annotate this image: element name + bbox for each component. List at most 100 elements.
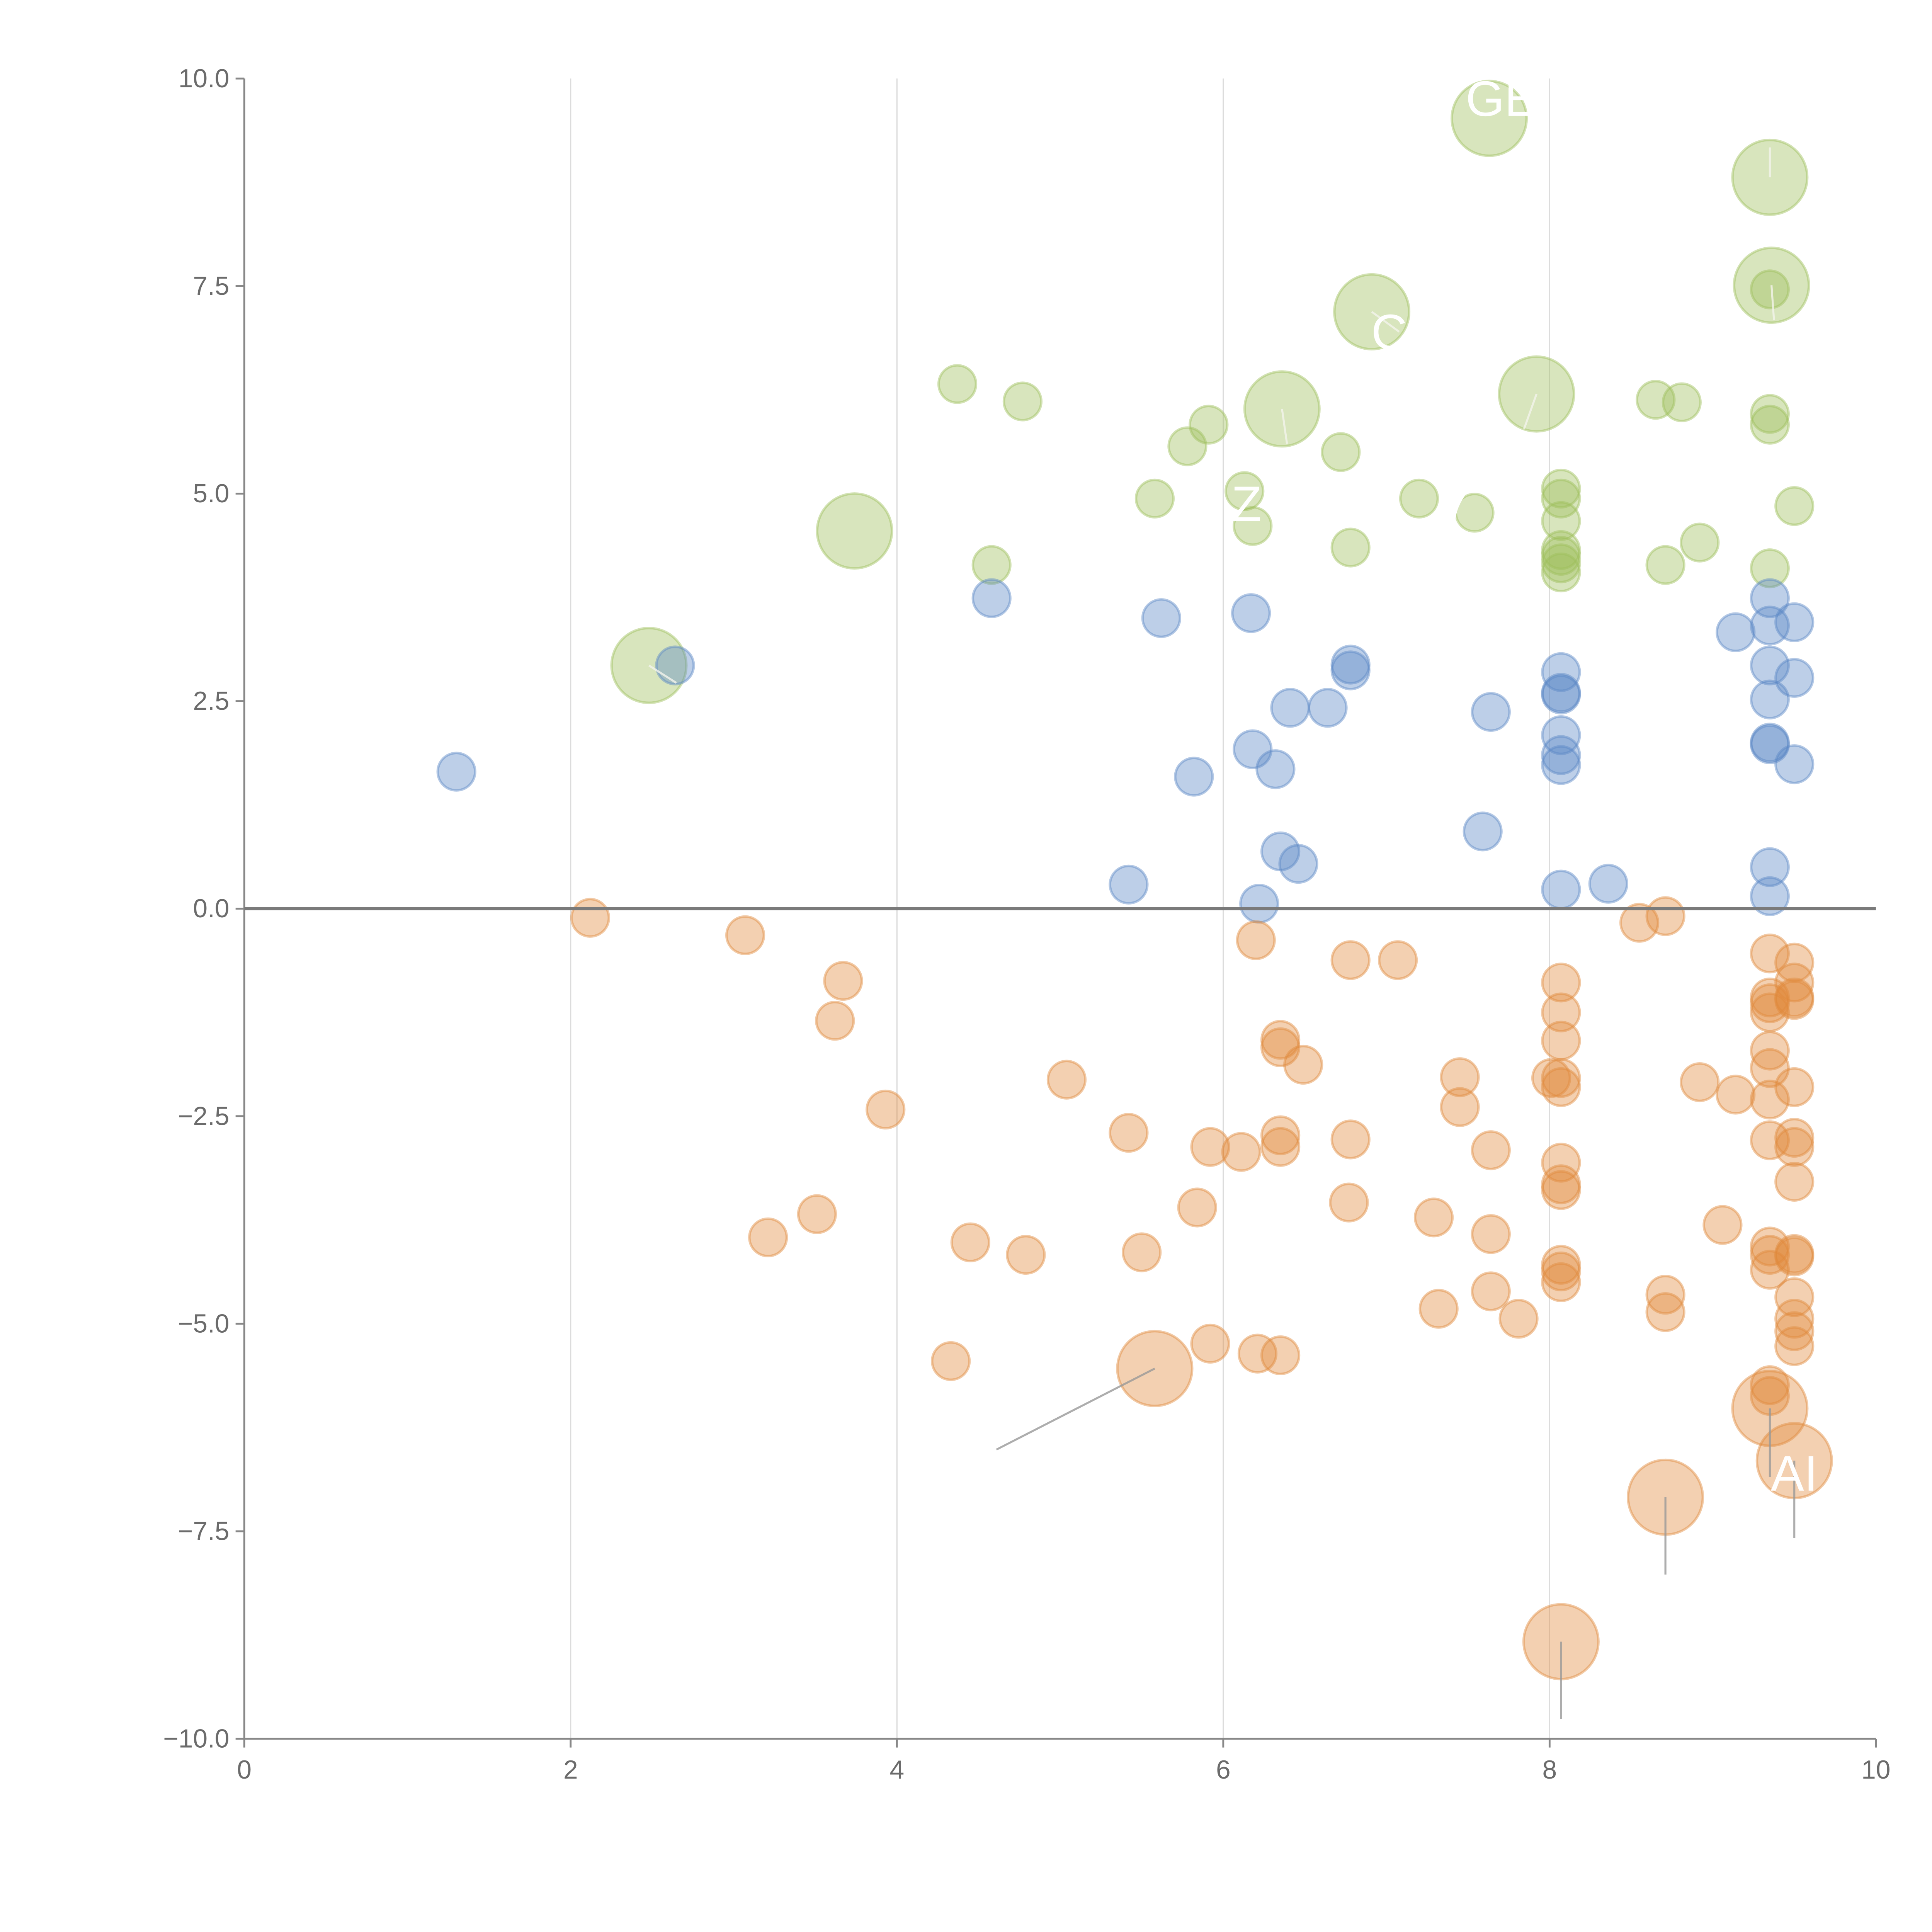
leader-line <box>996 1367 1155 1451</box>
data-point-blue <box>971 578 1012 618</box>
annotation-label: Z <box>1231 476 1262 532</box>
data-point-orange <box>1750 1120 1790 1160</box>
data-point-green <box>1002 381 1043 422</box>
data-point-blue <box>1141 598 1181 638</box>
y-tick-label: 7.5 <box>193 272 229 301</box>
data-point-blue <box>1541 652 1581 692</box>
data-point-orange <box>1750 1031 1790 1071</box>
data-point-orange <box>1440 1057 1480 1097</box>
data-point-blue <box>1750 578 1790 618</box>
data-point-blue <box>1541 735 1581 775</box>
data-point-orange <box>1177 1187 1217 1228</box>
data-point-green <box>816 492 893 570</box>
data-point-orange <box>1260 1027 1301 1068</box>
data-point-orange <box>1440 1087 1480 1127</box>
data-point-blue <box>1255 749 1296 789</box>
data-point-orange <box>1109 1113 1149 1153</box>
data-point-orange <box>1541 963 1581 1003</box>
data-point-blue <box>1541 745 1581 785</box>
data-point-orange <box>1236 920 1276 960</box>
data-point-blue <box>1750 847 1790 887</box>
data-point-green <box>1454 493 1495 533</box>
data-point-blue <box>1774 658 1815 698</box>
data-point-orange <box>1531 1058 1571 1098</box>
annotation-label: GE <box>1466 71 1537 127</box>
data-point-orange <box>1750 1080 1790 1120</box>
data-point-orange <box>1750 1226 1790 1267</box>
data-point-green <box>1541 543 1581 583</box>
data-point-orange <box>1774 1234 1815 1274</box>
data-point-orange <box>1774 1311 1815 1351</box>
data-point-blue <box>1750 723 1790 763</box>
data-point-orange <box>1750 1048 1790 1088</box>
data-point-blue <box>1278 844 1318 884</box>
data-point-green <box>1541 501 1581 541</box>
data-point-blue <box>1174 757 1214 797</box>
data-point-green <box>1189 405 1229 445</box>
data-point-green <box>1134 478 1175 519</box>
data-point-blue <box>1541 674 1581 714</box>
leader-line <box>1523 393 1537 429</box>
data-point-orange <box>1190 1127 1230 1167</box>
data-point-orange <box>931 1341 971 1381</box>
data-point-orange <box>1413 1197 1454 1238</box>
data-point-orange <box>1750 1250 1790 1290</box>
data-point-orange <box>1122 1232 1162 1272</box>
data-point-blue <box>1260 831 1301 871</box>
data-point-orange <box>1471 1214 1511 1254</box>
data-point-green <box>1451 80 1528 157</box>
data-point-orange <box>1774 1127 1815 1167</box>
data-point-blue <box>1716 612 1756 652</box>
data-point-green <box>1541 478 1581 519</box>
annotation-label: 7 <box>1442 478 1470 534</box>
data-point-green <box>1541 468 1581 509</box>
data-point-orange <box>725 915 765 955</box>
data-point-blue <box>1330 650 1371 690</box>
data-point-orange <box>1260 1020 1301 1060</box>
data-point-orange <box>1471 1130 1511 1170</box>
data-point-blue <box>1774 602 1815 643</box>
y-tick-label: 2.5 <box>193 687 229 716</box>
data-point-orange <box>1541 1164 1581 1204</box>
data-point-orange <box>570 898 611 938</box>
x-tick-label: 0 <box>237 1755 252 1784</box>
data-point-orange <box>1774 1299 1815 1339</box>
data-point-green <box>1233 506 1273 546</box>
x-tick-label: 8 <box>1542 1755 1557 1784</box>
annotations: GE C Z 7 AI <box>1231 71 1818 1502</box>
data-point-orange <box>1645 1274 1685 1315</box>
data-point-orange <box>1774 1236 1815 1277</box>
data-point-orange <box>1702 1205 1743 1245</box>
data-point-green <box>1662 382 1702 422</box>
data-point-orange <box>1774 1277 1815 1317</box>
y-tick-label: −7.5 <box>178 1517 230 1546</box>
data-point-green <box>1750 394 1790 434</box>
data-point-orange <box>1541 1143 1581 1183</box>
data-point-orange <box>1774 1117 1815 1158</box>
data-point-green <box>1750 405 1790 445</box>
data-point-orange <box>950 1222 990 1262</box>
y-tick-label: −5.0 <box>178 1309 230 1338</box>
data-point-green <box>1225 471 1265 511</box>
annotation-label: C <box>1371 304 1407 360</box>
data-point-blue <box>1463 811 1503 852</box>
data-point-green <box>1541 536 1581 576</box>
data-point-orange <box>1774 977 1815 1018</box>
data-point-orange <box>823 961 863 1001</box>
data-point-orange <box>1541 1251 1581 1292</box>
leader-line <box>648 664 677 684</box>
x-tick-label: 2 <box>563 1755 578 1784</box>
data-point-blue <box>1471 692 1511 732</box>
data-point-orange <box>797 1194 837 1234</box>
data-point-orange <box>815 1001 855 1041</box>
data-point-orange <box>1774 1162 1815 1202</box>
x-tick-label: 6 <box>1216 1755 1231 1784</box>
data-point-green <box>1750 548 1790 588</box>
x-tick-label: 4 <box>889 1755 904 1784</box>
data-point-blue <box>1541 715 1581 755</box>
data-point-orange <box>1541 1058 1581 1098</box>
data-point-green <box>1541 530 1581 570</box>
data-point-orange <box>1329 1182 1369 1223</box>
data-point-green <box>1399 478 1439 519</box>
data-point-blue <box>1750 724 1790 764</box>
